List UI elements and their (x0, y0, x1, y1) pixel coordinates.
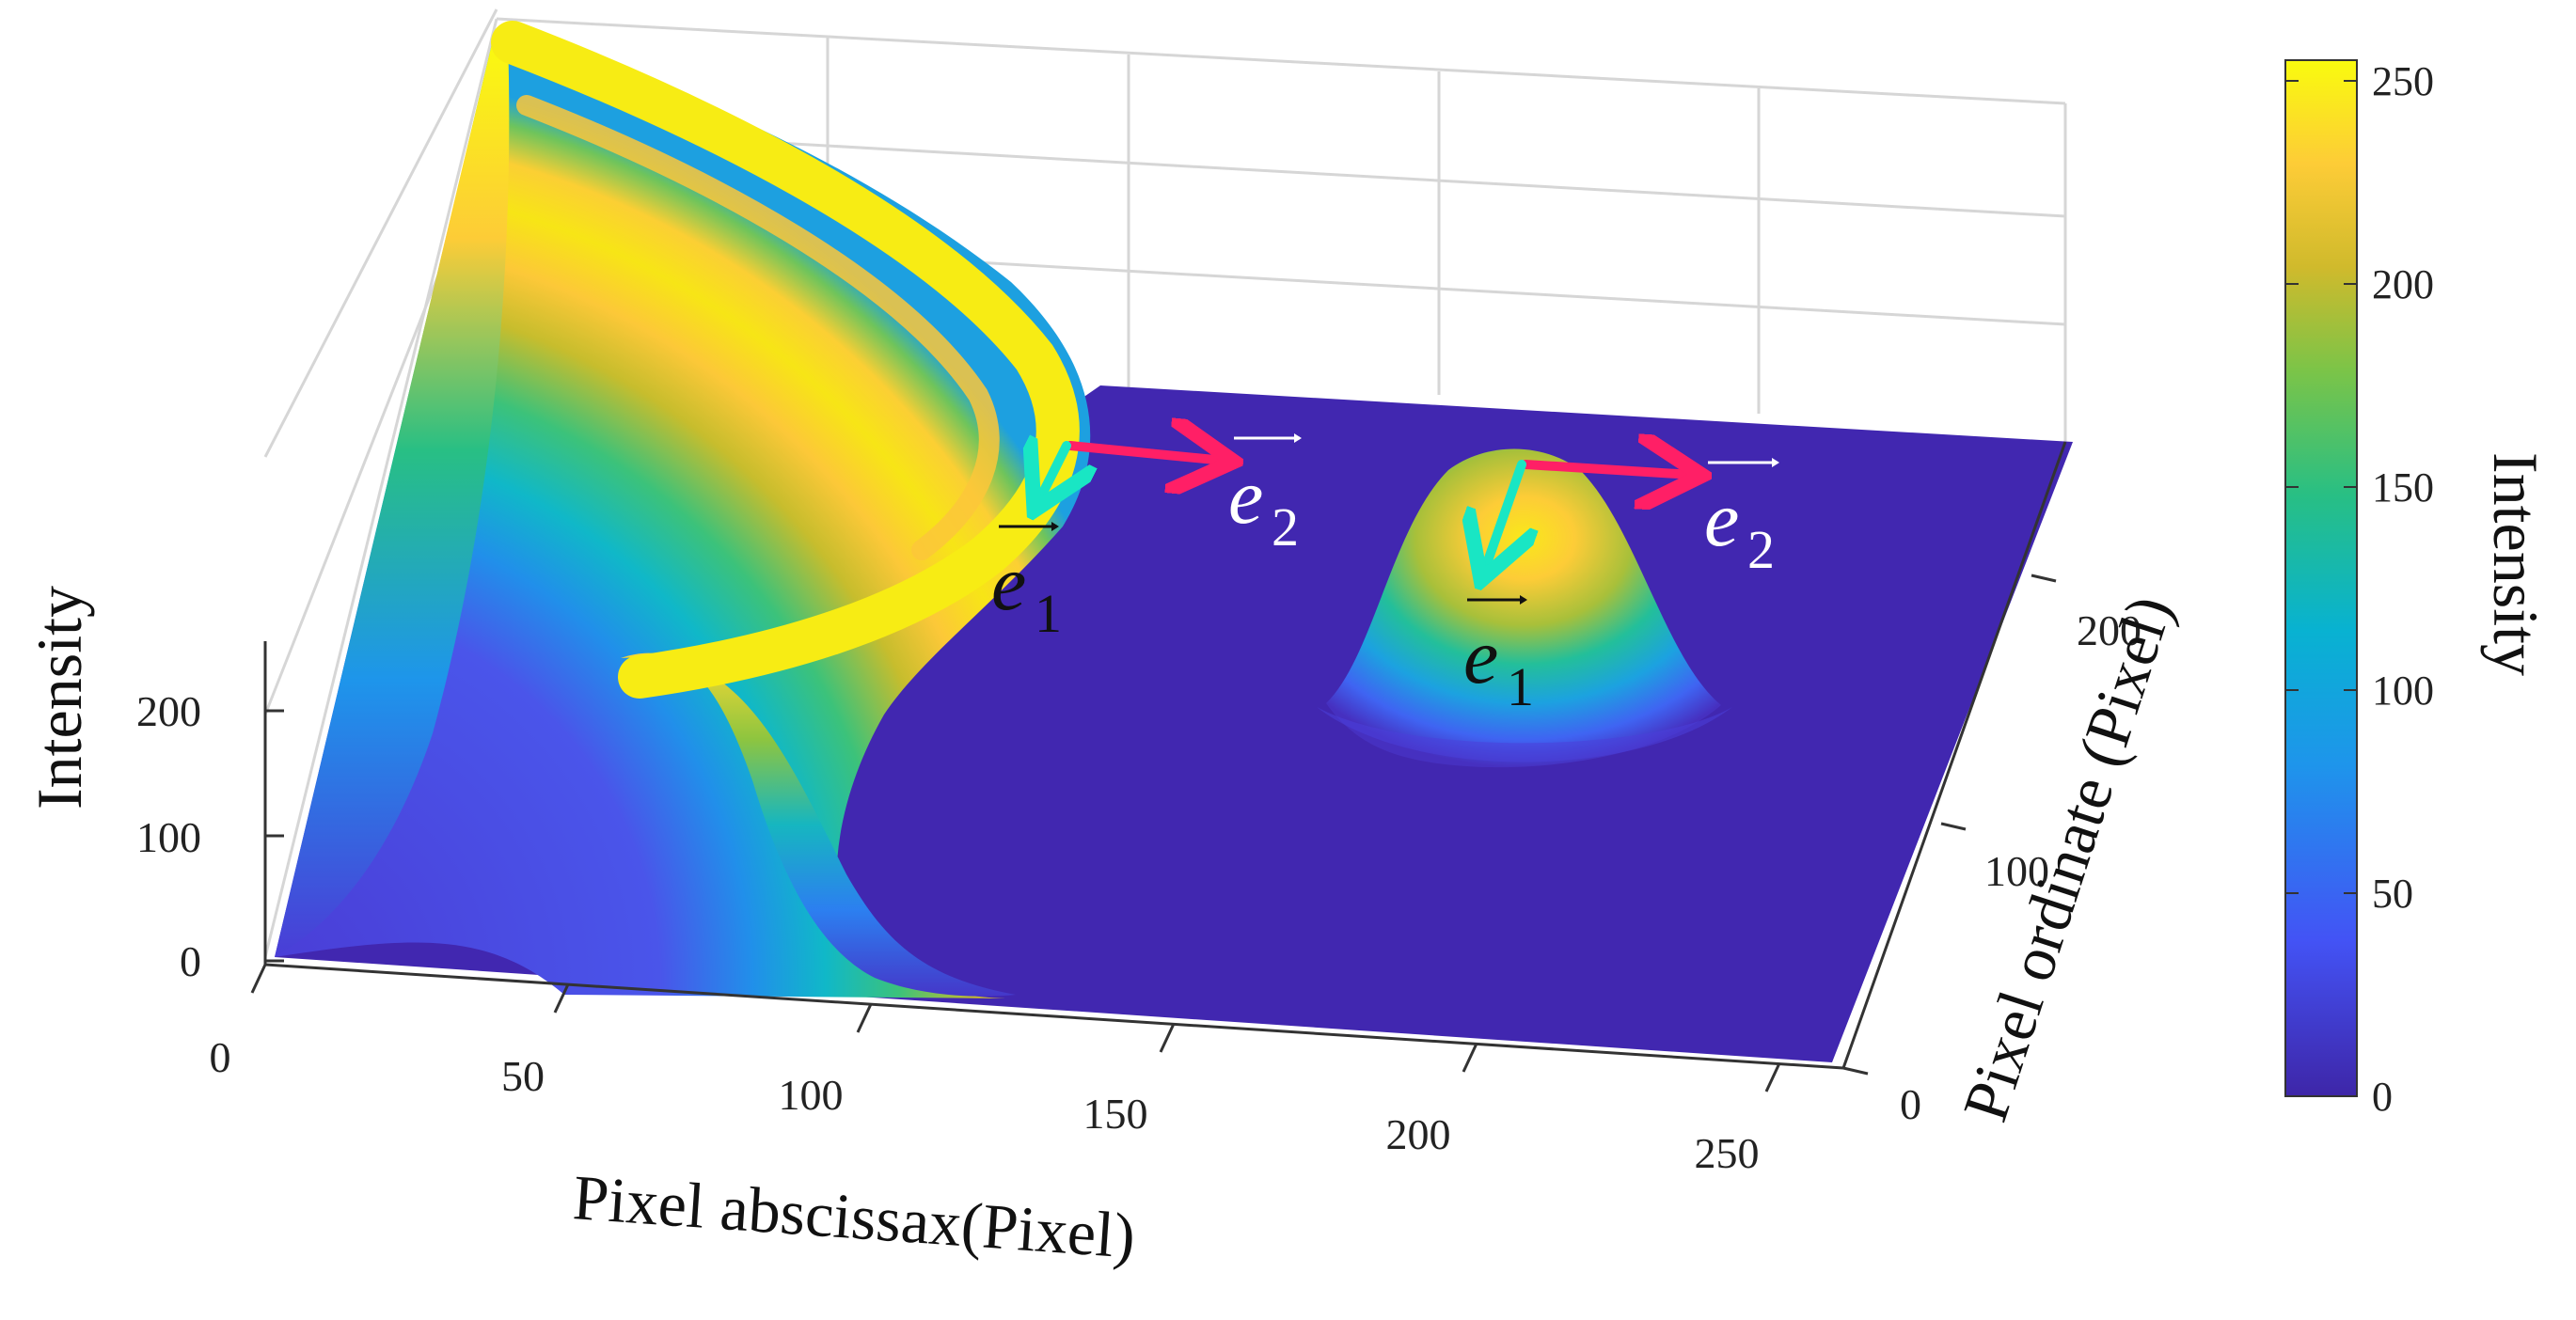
y-tick-label: 0 (1900, 1080, 1921, 1128)
gaussian-peak (1326, 448, 1721, 768)
ridge-backwall (275, 36, 510, 957)
vector-label-e2-ridge: e 2 (1228, 433, 1302, 558)
peak-vectors (1484, 464, 1693, 572)
ridge-front-slope (621, 652, 1016, 997)
colorbar-gradient (2284, 59, 2358, 1097)
colorbar-tick-label: 50 (2372, 871, 2413, 917)
vector-letter: e (1704, 476, 1739, 563)
x-tick-label: 200 (1386, 1110, 1451, 1158)
ridge-crest-shoulder (516, 95, 1000, 560)
vector-label-e1-ridge: e 1 (991, 522, 1062, 644)
e2-arrow-peak (1521, 464, 1693, 475)
y-tick-marks (1842, 574, 2057, 1076)
vector-label-e1-peak: e 1 (1463, 595, 1534, 717)
colorbar-tick-label: 200 (2372, 261, 2434, 307)
colorbar-tick-marks (2285, 80, 2357, 1097)
x-tick-label: 0 (210, 1033, 231, 1081)
x-tick-label: 150 (1083, 1090, 1148, 1138)
gaussian-peak-base (1317, 707, 1732, 762)
x-axis-title: Pixel abscissax(Pixel) (571, 1161, 1138, 1272)
x-tick-marks (250, 964, 1781, 1092)
z-tick-label: 200 (136, 687, 201, 735)
y-tick-label: 200 (2077, 606, 2141, 654)
vector-subscript: 1 (1035, 583, 1062, 644)
x-tick-label: 50 (501, 1052, 545, 1100)
colorbar-title: Intensity (2480, 452, 2552, 676)
vector-subscript: 1 (1507, 656, 1534, 717)
axes-lines (263, 441, 2067, 1070)
z-tick-marks (265, 709, 284, 963)
ridge-crest (491, 21, 1080, 699)
vector-letter: e (1463, 613, 1498, 700)
colorbar: 0 50 100 150 200 250 Intensity (2284, 58, 2552, 1120)
colorbar-tick-label: 0 (2372, 1074, 2393, 1120)
e1-arrow-peak (1484, 460, 1522, 572)
z-axis-title: Intensity (24, 586, 95, 809)
ridge-vectors (1038, 446, 1225, 502)
vector-subscript: 2 (1272, 496, 1299, 558)
vector-label-e2-peak: e 2 (1704, 458, 1779, 580)
z-tick-label: 100 (136, 813, 201, 861)
vector-subscript: 2 (1747, 519, 1775, 580)
x-tick-label: 100 (779, 1071, 844, 1119)
colorbar-tick-label: 100 (2372, 668, 2434, 714)
z-tick-label: 0 (180, 937, 201, 985)
colorbar-tick-label: 250 (2372, 58, 2434, 104)
vector-letter: e (1228, 453, 1263, 541)
e1-arrow-ridge (1038, 446, 1067, 502)
vector-letter: e (991, 540, 1026, 627)
x-tick-label: 250 (1695, 1129, 1760, 1177)
colorbar-tick-label: 150 (2372, 464, 2434, 511)
y-tick-label: 100 (1984, 847, 2049, 895)
